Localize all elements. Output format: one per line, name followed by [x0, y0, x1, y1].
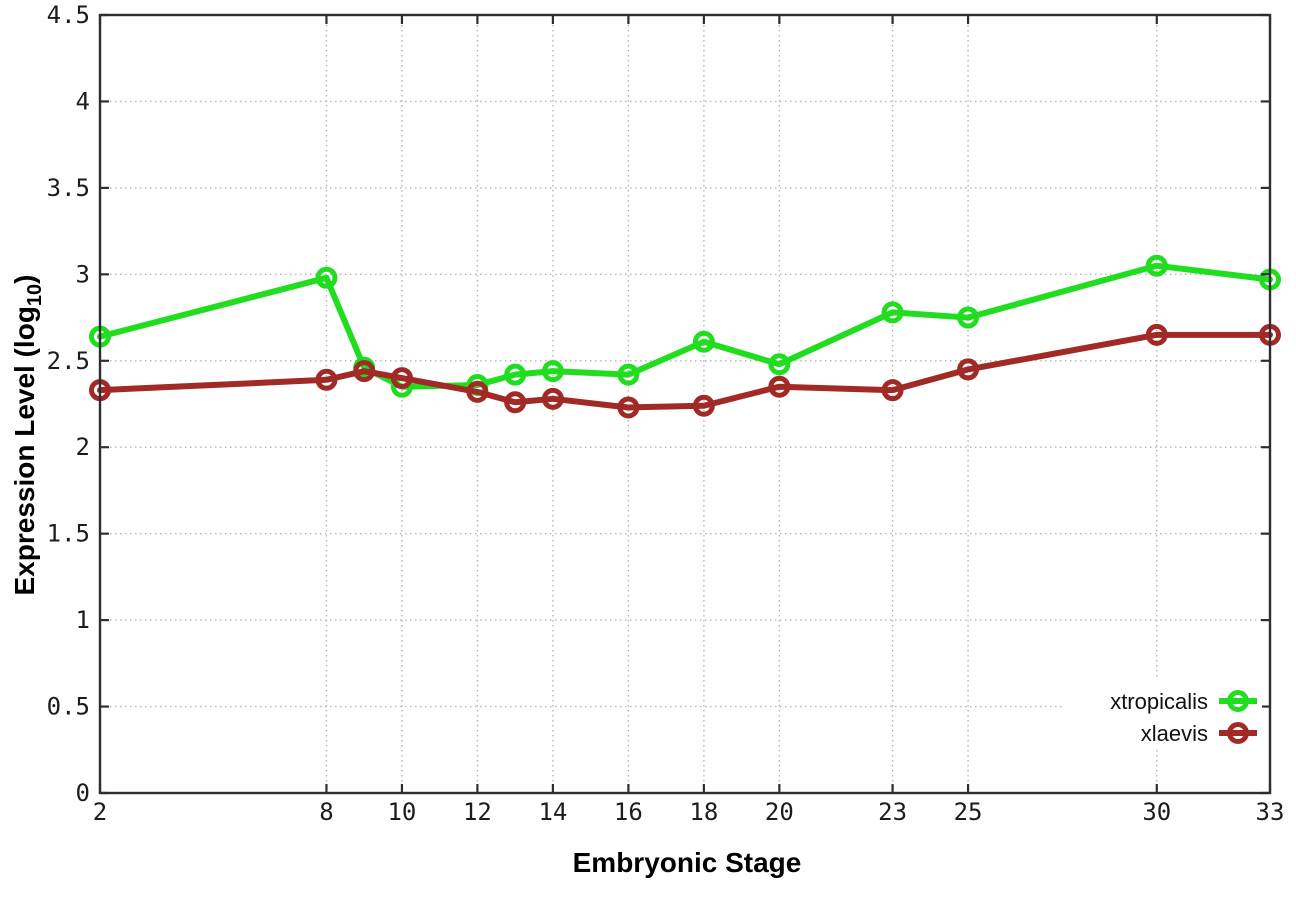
- y-tick-label: 0: [76, 779, 90, 807]
- data-point-marker: [617, 363, 640, 386]
- data-point-marker: [692, 394, 715, 417]
- data-point-marker: [881, 301, 904, 324]
- data-point-marker: [504, 363, 527, 386]
- x-tick-label: 10: [387, 798, 416, 826]
- data-point-marker: [768, 375, 791, 398]
- y-tick-label: 0.5: [47, 693, 90, 721]
- data-point-marker: [466, 380, 489, 403]
- y-tick-label: 2.5: [47, 347, 90, 375]
- data-point-marker: [957, 306, 980, 329]
- data-point-marker: [315, 266, 338, 289]
- x-tick-label: 30: [1142, 798, 1171, 826]
- x-tick-label: 14: [538, 798, 567, 826]
- x-tick-label: 23: [878, 798, 907, 826]
- x-tick-label: 12: [463, 798, 492, 826]
- x-tick-label: 25: [954, 798, 983, 826]
- y-tick-label: 4.5: [47, 1, 90, 29]
- data-point-marker: [768, 353, 791, 376]
- series-line-xlaevis: [97, 331, 1273, 411]
- y-tick-label: 2: [76, 433, 90, 461]
- x-tick-label: 33: [1256, 798, 1285, 826]
- x-tick-label: 2: [93, 798, 107, 826]
- series-xtropicalis: [89, 254, 1281, 398]
- y-tick-label: 3: [76, 260, 90, 288]
- data-series-layer: [89, 254, 1281, 419]
- y-axis-title: Expression Level (log10): [9, 275, 46, 596]
- x-axis-title: Embryonic Stage: [573, 847, 802, 878]
- data-point-marker: [1145, 323, 1168, 346]
- y-tick-label: 1.5: [47, 520, 90, 548]
- data-point-marker: [881, 379, 904, 402]
- y-tick-label: 4: [76, 87, 90, 115]
- series-xlaevis: [89, 323, 1281, 419]
- data-point-marker: [541, 360, 564, 383]
- legend-sample-marker: [1227, 690, 1249, 712]
- data-point-marker: [315, 368, 338, 391]
- data-point-marker: [1145, 254, 1168, 277]
- x-tick-label: 20: [765, 798, 794, 826]
- data-point-marker: [541, 387, 564, 410]
- y-tick-label: 3.5: [47, 174, 90, 202]
- data-point-marker: [617, 396, 640, 419]
- data-point-marker: [504, 391, 527, 414]
- series-line-xtropicalis: [97, 262, 1273, 390]
- legend-sample-marker: [1227, 722, 1249, 744]
- x-tick-label: 16: [614, 798, 643, 826]
- legend-label-xlaevis: xlaevis: [1141, 721, 1208, 746]
- gridlines: [100, 15, 1270, 793]
- legend: xtropicalis xlaevis: [1064, 680, 1262, 748]
- x-tick-label: 18: [689, 798, 718, 826]
- plot-border: [98, 13, 1272, 795]
- plot-frame: [98, 13, 1272, 795]
- x-tick-label: 8: [319, 798, 333, 826]
- tick-labels: 2 8 10 12 14 16 18 20 23 25 30 33 0 0.5 1 1.5 2 2.5 3 3.5 4 4…: [47, 1, 1285, 826]
- legend-label-xtropicalis: xtropicalis: [1110, 689, 1208, 714]
- data-point-marker: [957, 358, 980, 381]
- data-point-marker: [390, 367, 413, 390]
- data-point-marker: [692, 330, 715, 353]
- y-tick-label: 1: [76, 606, 90, 634]
- data-point-marker: [353, 360, 376, 383]
